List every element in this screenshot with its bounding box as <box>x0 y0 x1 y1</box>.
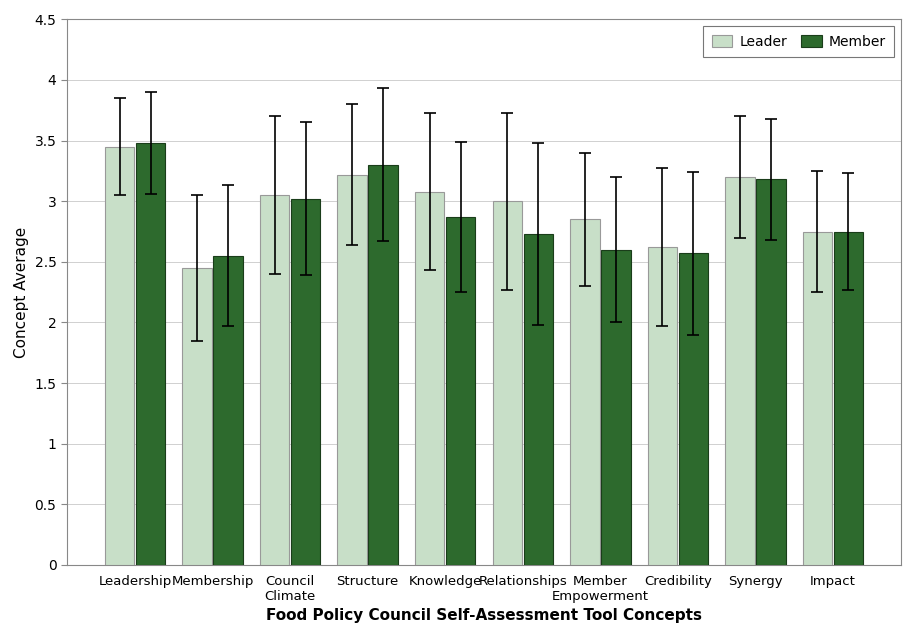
Bar <box>291 199 320 565</box>
Bar <box>415 192 445 565</box>
Bar <box>601 250 630 565</box>
Bar <box>679 254 708 565</box>
Legend: Leader, Member: Leader, Member <box>704 26 894 57</box>
Bar <box>369 165 398 565</box>
Bar <box>523 234 553 565</box>
Bar <box>260 195 289 565</box>
Bar <box>492 201 522 565</box>
Bar <box>726 177 755 565</box>
Bar <box>105 147 135 565</box>
Bar <box>213 255 242 565</box>
Bar <box>446 217 476 565</box>
Bar <box>802 231 832 565</box>
X-axis label: Food Policy Council Self-Assessment Tool Concepts: Food Policy Council Self-Assessment Tool… <box>266 608 702 623</box>
Bar <box>338 175 367 565</box>
Bar <box>648 247 677 565</box>
Y-axis label: Concept Average: Concept Average <box>14 227 29 358</box>
Bar <box>834 231 863 565</box>
Bar <box>570 219 599 565</box>
Bar <box>182 268 211 565</box>
Bar <box>135 143 166 565</box>
Bar <box>756 180 786 565</box>
